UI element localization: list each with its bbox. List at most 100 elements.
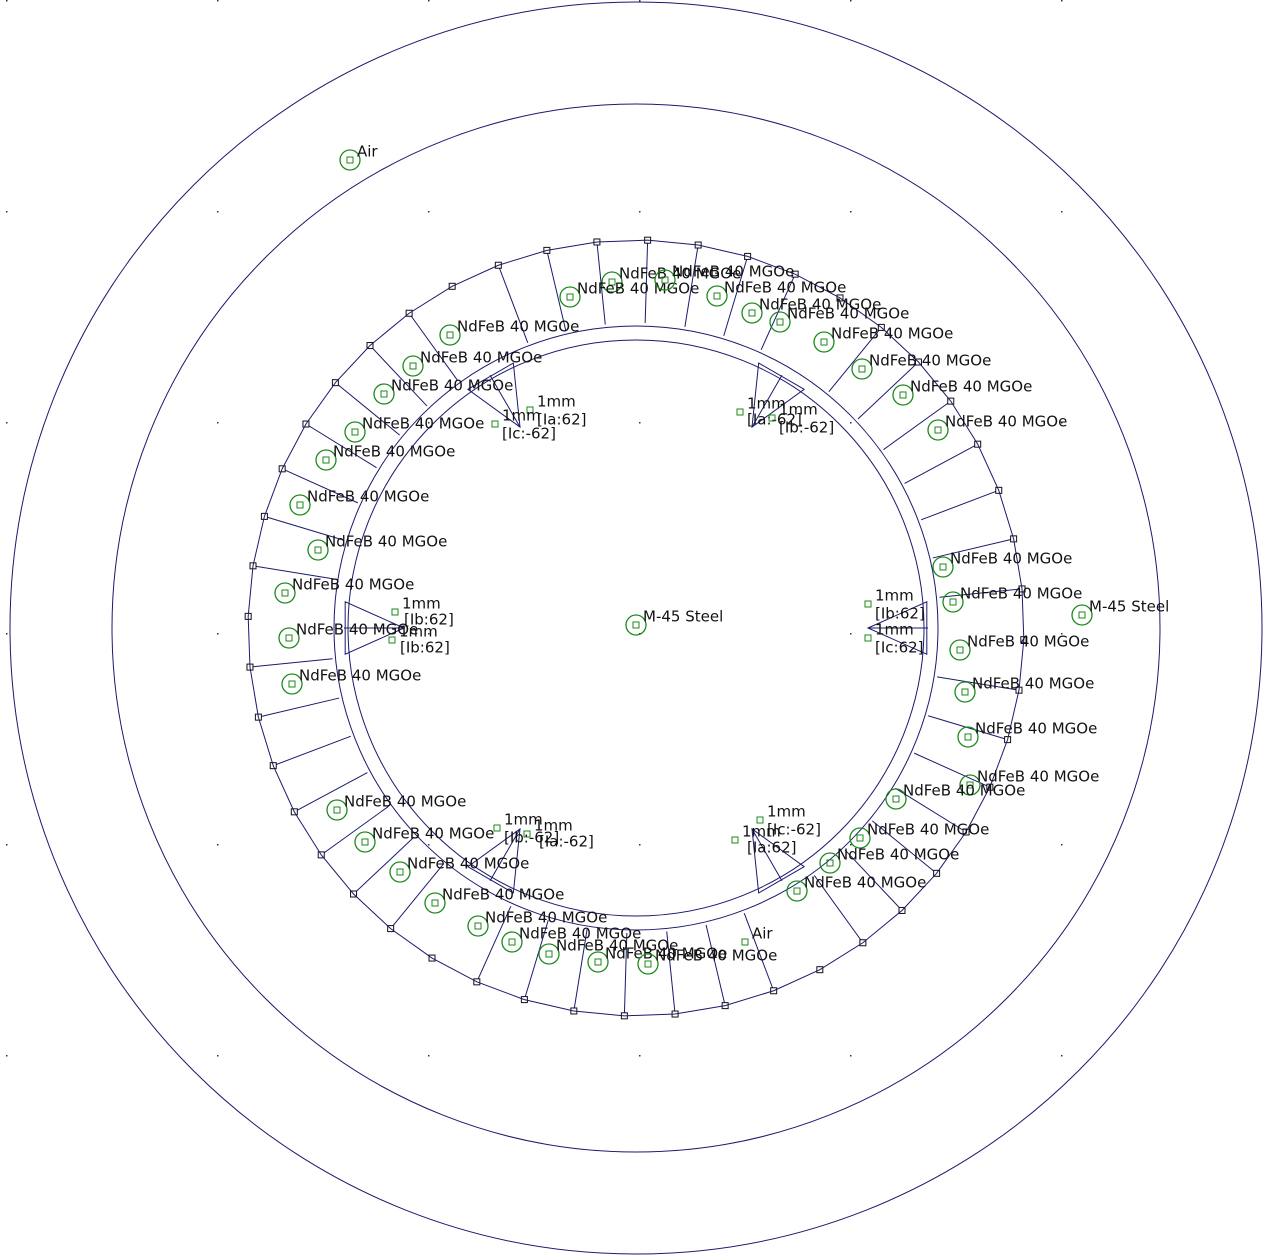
label-node [858,365,866,373]
magnet-edge [813,875,864,944]
block-label: 1mm [502,407,541,425]
block-label: NdFeB 40 MGOe [672,263,794,281]
grid-dot [639,0,641,2]
label-node [351,428,359,436]
magnet-edge [523,919,549,1000]
block-label: [Ia:-62] [539,833,594,851]
label-node [961,688,969,696]
label-node [322,456,330,464]
label-node [826,859,834,867]
label-node [474,922,482,930]
label-marker [538,943,560,965]
label-marker [949,639,971,661]
magnet-edge [920,489,999,521]
block-label: [Ic:-62] [502,425,556,443]
block-label: NdFeB 40 MGOe [910,378,1032,396]
block-label: [Ic:62] [875,639,924,657]
label-marker [587,951,609,973]
block-label: [Ib:-62] [779,419,834,437]
label-node [856,834,864,842]
label-marker [942,591,964,613]
grid-dot [217,1055,219,1057]
coil-divider [489,374,521,428]
block-label: NdFeB 40 MGOe [867,821,989,839]
grid-dot [217,633,219,635]
block-label: NdFeB 40 MGOe [420,349,542,367]
block-label: Air [357,143,378,161]
magnet-edge [497,265,529,344]
label-marker [885,788,907,810]
magnet-edge [258,697,340,718]
grid-dot [428,211,430,213]
label-node [644,960,652,968]
block-label: 1mm [402,595,441,613]
magnet-edge [573,928,588,1012]
block-label: Air [752,925,773,943]
label-node [508,938,516,946]
grid-dot [639,422,641,424]
block-label: [Ia:62] [537,411,586,429]
block-label: [Ib:-62] [504,829,559,847]
label-node [741,938,749,946]
magnet-edge [857,361,919,420]
magnet-edge [895,787,967,833]
block-label: 1mm [504,811,543,829]
label-marker [654,269,676,291]
block-label: [Ib:62] [404,611,454,629]
label-marker [326,799,348,821]
block-label: NdFeB 40 MGOe [372,825,494,843]
grid-dot [850,1055,852,1057]
label-node [748,309,756,317]
label-marker [281,673,303,695]
label-marker [424,892,446,914]
label-node [361,838,369,846]
grid-dot [6,633,8,635]
grid-dot [1061,844,1063,846]
grid-dot [850,633,852,635]
block-label: NdFeB 40 MGOe [619,265,741,283]
label-node [523,830,531,838]
label-marker [851,358,873,380]
label-marker [849,827,871,849]
magnet-edge [335,382,401,436]
block-label: NdFeB 40 MGOe [787,305,909,323]
label-marker [959,774,981,796]
label-node [793,887,801,895]
magnet-edge [273,735,352,767]
grid-dot [217,844,219,846]
label-node [820,338,828,346]
label-node [396,868,404,876]
block-label: NdFeB 40 MGOe [960,585,1082,603]
grid-dot [428,0,430,2]
label-node [388,636,396,644]
block-label: NdFeB 40 MGOe [837,846,959,864]
magnet-edge [939,588,1023,598]
block-label: NdFeB 40 MGOe [724,279,846,297]
label-marker [957,726,979,748]
block-label: NdFeB 40 MGOe [519,925,641,943]
block-label: NdFeB 40 MGOe [945,413,1067,431]
magnet-edge [320,805,389,856]
block-label: NdFeB 40 MGOe [977,768,1099,786]
magnet-edge [883,400,952,451]
magnet-edge [249,658,333,668]
label-marker [344,421,366,443]
magnet-edge [936,676,1020,691]
block-label: NdFeB 40 MGOe [975,720,1097,738]
label-marker [289,494,311,516]
grid-dot [639,211,641,213]
coil-divider [751,828,783,882]
block-label: NdFeB 40 MGOe [325,533,447,551]
block-label: NdFeB 40 MGOe [967,633,1089,651]
boundary-circle [111,103,1161,1153]
grid-dot [850,422,852,424]
boundary-circle [9,1,1263,1255]
block-label: [Ib:62] [400,639,450,657]
label-marker [354,831,376,853]
magnet-edge [408,312,459,381]
block-label: NdFeB 40 MGOe [804,874,926,892]
magnet-edge [743,912,775,991]
magnet-edge [353,836,415,895]
magnet-edge [705,924,726,1006]
grid-dot [1061,422,1063,424]
